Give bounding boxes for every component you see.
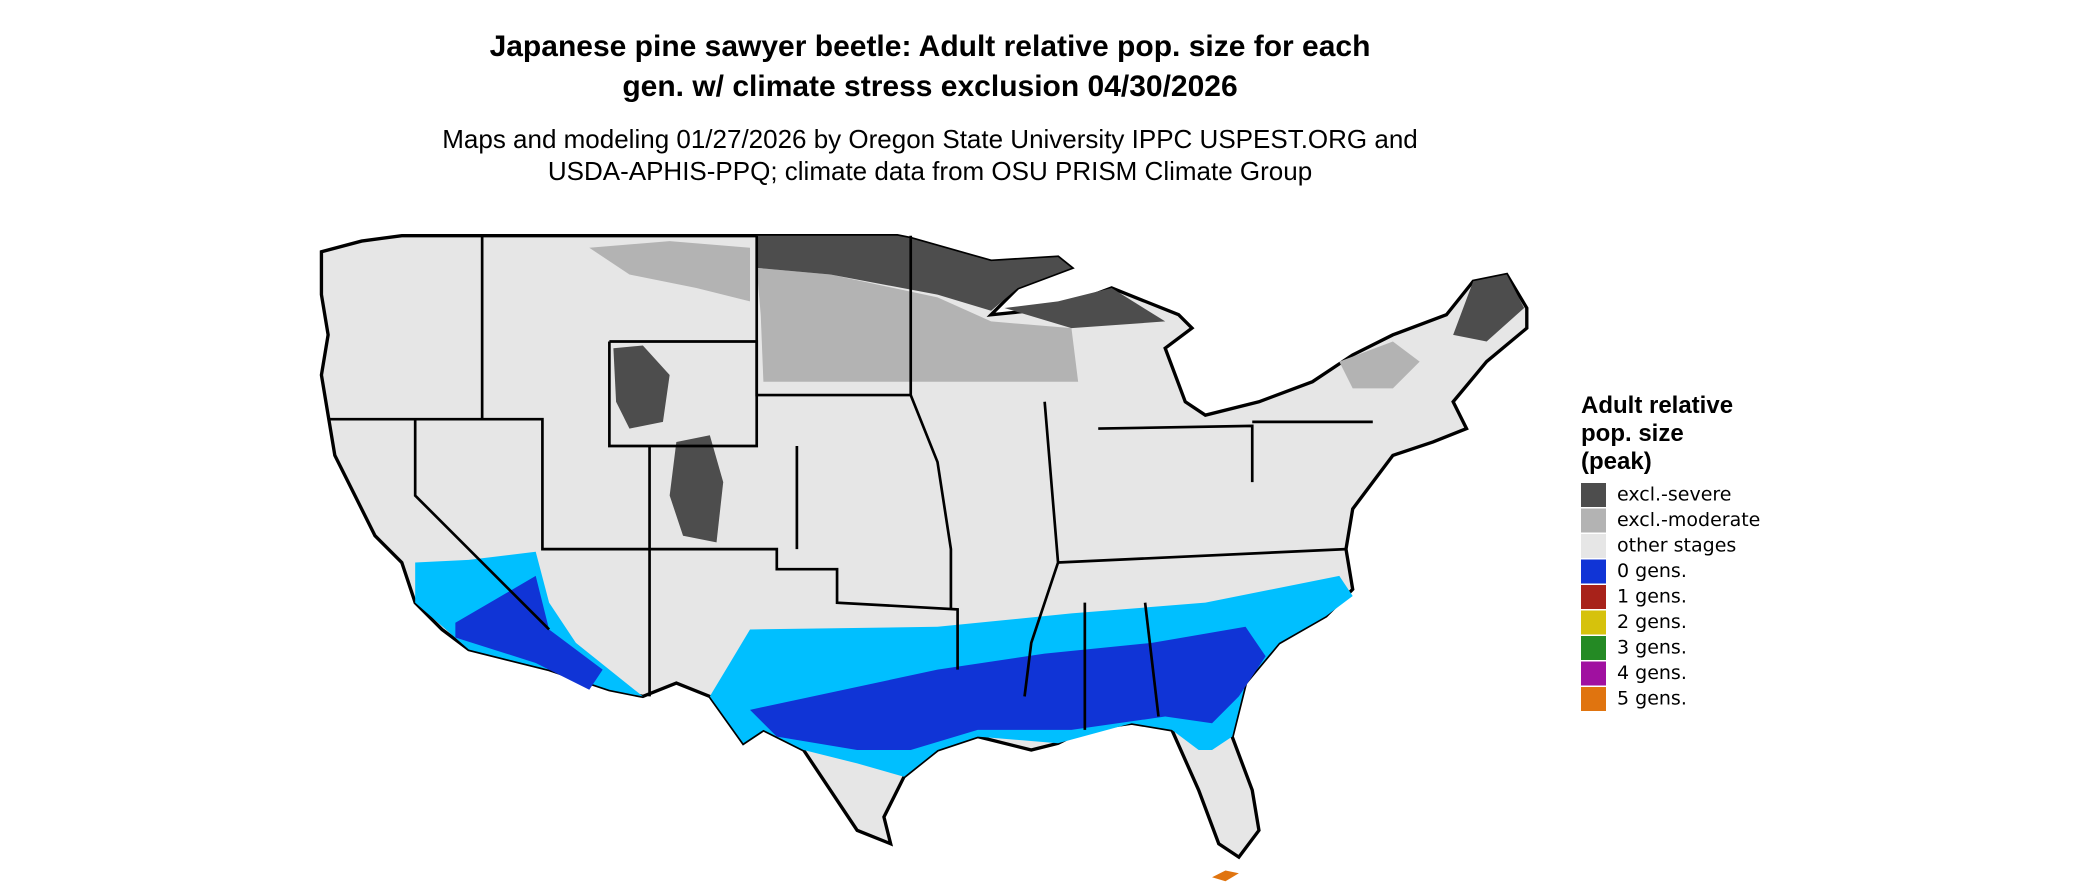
excl-severe-area [669,435,724,543]
legend-swatch [1581,585,1606,609]
zero-gens-area [750,626,1266,751]
legend-label: 3 gens. [1617,637,1687,659]
legend-label: other stages [1617,535,1736,557]
legend-swatch [1581,610,1606,635]
excl-severe-area [613,345,670,429]
legend-label: excl.-moderate [1617,509,1760,531]
legend: excl.-severe excl.-moderate other stages 0 … [1581,483,1760,711]
legend-swatch [1581,636,1606,660]
excl-severe-area [1004,287,1166,329]
title-line: Japanese pine sawyer beetle: Adult relat… [490,30,1371,63]
excl-severe-area [756,235,1072,311]
legend-swatch [1581,661,1606,686]
legend-label: 5 gens. [1617,688,1687,710]
legend-swatch [1581,483,1606,507]
excl-moderate-area [756,267,1079,382]
five-gens-area [1212,870,1239,882]
subtitle-line: Maps and modeling 01/27/2026 by Oregon S… [442,124,1418,154]
legend-swatch [1581,534,1606,558]
legend-title: Adult relative [1581,392,1733,419]
legend-label: 1 gens. [1617,586,1687,608]
map [319,234,1529,882]
legend-title: pop. size [1581,420,1684,447]
excl-moderate-area [589,241,751,302]
zero-gens-area [455,575,603,690]
legend-swatch [1581,559,1606,584]
excl-severe-area [1453,274,1525,342]
legend-label: excl.-severe [1617,484,1732,506]
title-line: gen. w/ climate stress exclusion 04/30/2… [622,70,1237,103]
state-borders [328,235,1373,730]
legend-swatch [1581,508,1606,533]
legend-label: 2 gens. [1617,611,1687,633]
subtitle-line: USDA-APHIS-PPQ; climate data from OSU PR… [548,156,1312,186]
legend-label: 4 gens. [1617,662,1687,684]
excl-moderate-area [1339,341,1420,389]
legend-title: (peak) [1581,448,1652,475]
legend-swatch [1581,687,1606,711]
legend-label: 0 gens. [1617,560,1687,582]
